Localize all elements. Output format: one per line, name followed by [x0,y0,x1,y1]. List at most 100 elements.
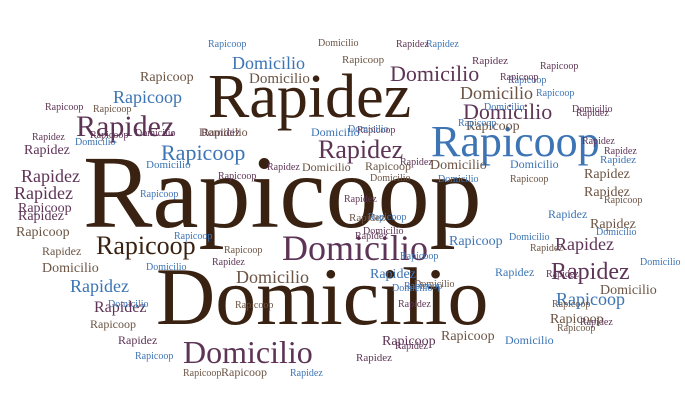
cloud-word: Rapidez [604,146,637,157]
cloud-word: Rapidez [398,299,431,310]
cloud-word: Domicilio [311,125,360,139]
cloud-word: Domicilio [363,226,404,237]
cloud-word: Rapidez [14,183,73,203]
cloud-word: Rapidez [344,194,377,205]
cloud-word: Rapidez [42,244,82,258]
cloud-word: Rapicoop [96,231,196,260]
cloud-word: Domicilio [509,232,550,243]
cloud-word: Rapicoop [90,130,129,141]
cloud-word: Rapidez [400,157,433,168]
cloud-word: Rapicoop [174,231,213,242]
cloud-word: Domicilio [370,173,411,184]
cloud-word: Rapicoop [208,39,247,50]
cloud-word: Rapicoop [235,300,274,311]
cloud-word: Domicilio [510,157,559,171]
cloud-word: Domicilio [505,333,554,347]
cloud-word: Rapidez [24,143,70,158]
cloud-word: Rapidez [118,333,158,347]
cloud-word: Domicilio [236,267,309,287]
cloud-word: Domicilio [42,261,99,276]
cloud-word: Rapidez [32,132,65,143]
cloud-word: Domicilio [430,158,487,173]
cloud-word: Domicilio [75,137,116,148]
cloud-word: Rapicoop [550,312,604,327]
cloud-word: Rapicoop [140,70,194,85]
cloud-word: Domicilio [249,71,310,87]
cloud-word: Rapidez [582,136,615,147]
cloud-word: Rapicoop [45,102,84,113]
cloud-word: Domicilio [463,99,553,124]
cloud-word: Rapidez [370,267,416,282]
cloud-word: Domicilio [600,283,657,298]
cloud-word: Rapicoop [540,61,579,72]
cloud-word: Domicilio [596,227,637,238]
cloud-word: Domicilio [135,128,176,139]
cloud-word: Rapidez [76,110,175,143]
cloud-word: Rapidez [600,154,637,166]
cloud-word: Rapicoop [90,317,136,331]
cloud-word: Rapidez [355,231,388,242]
cloud-word: Rapicoop [183,368,222,379]
cloud-word: Rapidez [584,185,630,200]
cloud-word: Rapidez [349,212,386,224]
cloud-word: Domicilio [438,174,479,185]
cloud-word: Rapicoop [500,72,539,83]
cloud-word: Domicilio [302,160,351,174]
cloud-word: Rapidez [555,234,614,254]
cloud-word: Rapidez [396,39,429,50]
cloud-word: Rapicoop [536,88,575,99]
cloud-word: Rapicoop [508,75,547,86]
cloud-word: Rapidez [530,243,563,254]
cloud-word: Rapicoop [113,87,182,107]
cloud-word: Rapicoop [357,125,396,136]
cloud-word: Rapidez [584,167,630,182]
cloud-word: Rapicoop [449,234,503,249]
cloud-word: Rapidez [94,299,147,316]
cloud-word: Rapidez [495,265,535,279]
cloud-word: Rapidez [426,39,459,50]
cloud-word: Rapidez [21,166,80,186]
cloud-word: Rapicoop [510,174,549,185]
cloud-word: Rapidez [590,217,636,232]
cloud-word: Rapicoop [135,351,174,362]
cloud-word: Rapicoop [83,135,482,250]
cloud-word: Domicilio [640,257,681,268]
cloud-word: Rapicoop [221,365,267,379]
cloud-word: Rapicoop [93,104,132,115]
cloud-word: Domicilio [183,334,313,370]
cloud-word: Domicilio [282,228,428,268]
cloud-word: Rapidez [356,352,393,364]
cloud-word: Rapicoop [218,171,257,182]
cloud-word: Rapidez [548,207,588,221]
cloud-word: Domicilio [460,83,533,103]
cloud-word: Rapidez [208,63,412,131]
cloud-word: Rapidez [267,162,300,173]
cloud-word: Rapicoop [368,212,407,223]
cloud-word: Domicilio [484,102,525,113]
cloud-word: Rapicoop [140,189,179,200]
cloud-word: Rapicoop [552,299,591,310]
cloud-word: Domicilio [146,262,187,273]
cloud-word: Domicilio [392,283,433,294]
cloud-word: Rapidez [290,368,323,379]
cloud-word: Rapicoop [556,289,625,309]
cloud-word: Rapidez [395,341,428,352]
cloud-word: Rapidez [18,209,64,224]
cloud-word: Rapicoop [441,329,495,344]
cloud-word: Rapicoop [161,140,246,165]
cloud-word: Domicilio [232,53,305,73]
cloud-word: Rapidez [70,276,129,296]
cloud-word: Rapicoop [557,323,596,334]
cloud-word: Rapicoop [604,195,643,206]
cloud-word: Domicilio [156,251,489,342]
cloud-word: Rapicoop [16,225,70,240]
cloud-word: Domicilio [108,299,149,310]
cloud-word: Rapicoop [365,159,411,173]
cloud-word: Rapicoop [382,334,436,349]
cloud-word: Domicilio [390,61,480,86]
cloud-word: Rapicoop [466,119,520,134]
cloud-word: Rapicoop [18,201,72,216]
cloud-word: Rapicoop [224,245,263,256]
cloud-word: Domicilio [199,125,248,139]
